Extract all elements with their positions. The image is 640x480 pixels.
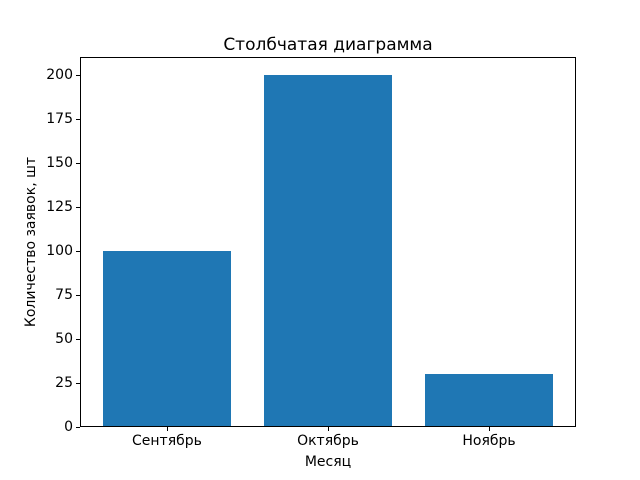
y-tick-label: 0 bbox=[64, 419, 73, 435]
y-tick-mark bbox=[76, 382, 80, 384]
y-tick-label: 175 bbox=[46, 110, 73, 127]
bar-Ноябрь bbox=[424, 374, 554, 426]
y-tick-label: 125 bbox=[46, 198, 73, 215]
y-tick-mark bbox=[76, 118, 80, 120]
y-tick-label: 200 bbox=[46, 66, 73, 83]
x-tick-mark bbox=[489, 427, 491, 431]
y-tick-mark bbox=[76, 338, 80, 340]
plot-area bbox=[80, 57, 576, 427]
y-tick-label: 150 bbox=[46, 154, 73, 171]
x-tick-mark bbox=[166, 427, 168, 431]
x-tick-label: Сентябрь bbox=[132, 433, 202, 449]
x-axis-label: Месяц bbox=[304, 454, 352, 470]
bar-Сентябрь bbox=[102, 250, 232, 426]
y-tick-mark bbox=[76, 162, 80, 164]
y-tick-mark bbox=[76, 250, 80, 252]
x-tick-label: Ноябрь bbox=[462, 433, 516, 449]
y-tick-mark bbox=[76, 74, 80, 76]
y-tick-label: 75 bbox=[55, 286, 73, 303]
y-tick-label: 100 bbox=[46, 242, 73, 259]
x-tick-label: Октябрь bbox=[297, 433, 359, 449]
y-tick-mark bbox=[76, 294, 80, 296]
chart-title: Столбчатая диаграмма bbox=[223, 35, 433, 55]
y-tick-mark bbox=[76, 206, 80, 208]
x-tick-mark bbox=[328, 427, 329, 431]
y-tick-label: 25 bbox=[55, 374, 73, 391]
y-axis-label: Количество заявок, шт bbox=[23, 156, 39, 328]
y-tick-label: 50 bbox=[55, 330, 73, 347]
y-tick-mark bbox=[76, 427, 80, 428]
bar-Октябрь bbox=[263, 74, 393, 426]
